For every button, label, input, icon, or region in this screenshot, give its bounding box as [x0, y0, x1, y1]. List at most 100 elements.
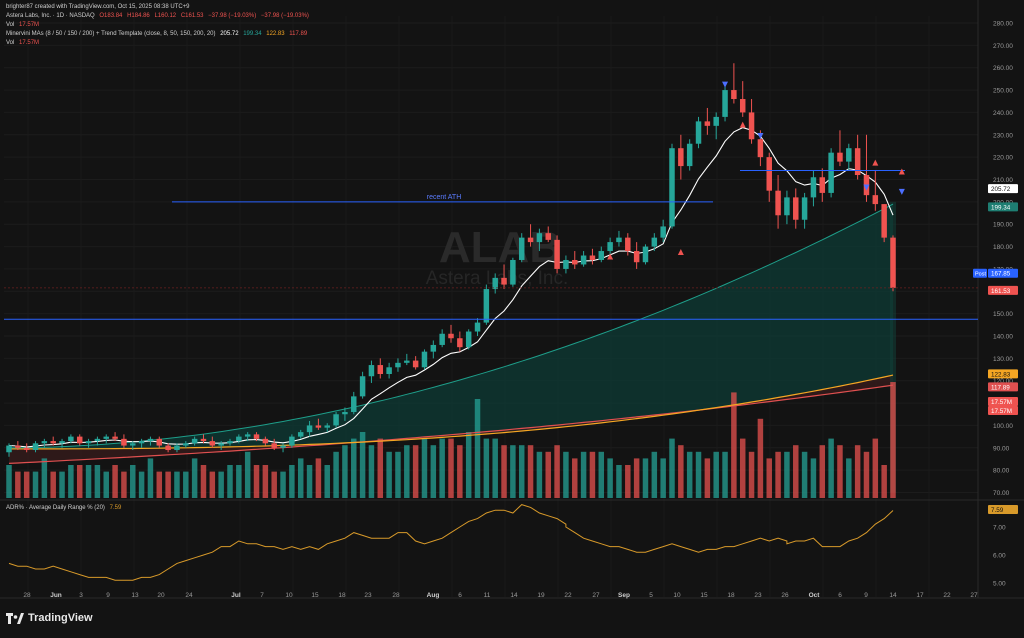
candle-body — [377, 365, 384, 375]
time-tick-label: 7 — [260, 592, 264, 599]
candle-body — [297, 432, 304, 437]
volume-bar — [474, 399, 481, 498]
candle-body — [598, 251, 605, 260]
candle-body — [492, 277, 498, 290]
volume-bar — [881, 465, 887, 498]
volume-bar — [598, 451, 605, 498]
candle-body — [6, 445, 12, 453]
ohlc-high: H184.86 — [127, 13, 150, 19]
price-tag-ma50: 199.34 — [991, 204, 1011, 211]
volume-bar — [563, 451, 569, 498]
price-tick-label: 120.00 — [993, 378, 1013, 385]
volume-line[interactable]: Vol 17.57M — [6, 21, 42, 29]
candle-body — [368, 365, 375, 377]
volume-bar — [890, 382, 896, 498]
ohlc-low: L160.12 — [154, 13, 177, 19]
volume-bar — [315, 458, 322, 498]
symbol-name[interactable]: Astera Labs, Inc. · 1D · NASDAQ — [6, 13, 95, 19]
adr-tick-label: 5.00 — [993, 581, 1006, 588]
ma-label[interactable]: Minervini MAs (8 / 50 / 150 / 200) + Tre… — [6, 31, 216, 37]
time-tick-label: 5 — [649, 592, 653, 599]
candle-body — [501, 277, 507, 285]
price-tag-post: 167.85 — [991, 271, 1011, 278]
volume-bar — [244, 451, 251, 498]
candle-body — [342, 412, 348, 415]
volume-bar — [766, 458, 772, 498]
volume-bar — [810, 458, 817, 498]
volume-bar — [23, 471, 30, 498]
candle-body — [306, 425, 313, 433]
candle-body — [474, 322, 481, 332]
arrow-down-icon — [757, 133, 764, 140]
adr-label[interactable]: ADR% · Average Daily Range % (20) — [6, 505, 105, 511]
volume-bar — [828, 438, 834, 498]
volume-bar — [386, 451, 392, 498]
candle-body — [810, 177, 817, 198]
candle-body — [890, 237, 896, 288]
candle-body — [545, 233, 551, 240]
candle-body — [50, 441, 56, 444]
candle-body — [315, 425, 322, 428]
price-tick-label: 240.00 — [993, 110, 1013, 117]
candle-body — [32, 443, 39, 451]
arrow-down-icon — [898, 188, 905, 195]
price-tick-label: 150.00 — [993, 311, 1013, 318]
volume-bar — [85, 465, 92, 498]
ma50-ma150-fill — [9, 204, 893, 449]
volume-bar — [722, 451, 728, 498]
ma50-value: 199.34 — [243, 31, 262, 37]
volume-bar — [253, 465, 260, 498]
volume-bar — [227, 465, 233, 498]
post-tag-label: Post — [975, 272, 986, 278]
time-tick-label: 27 — [970, 592, 978, 599]
candle-body — [731, 90, 737, 100]
candle-body — [130, 443, 136, 446]
candle-body — [819, 177, 826, 193]
time-tick-label: 14 — [510, 592, 518, 599]
candle-body — [271, 443, 277, 448]
candle-body — [616, 237, 622, 243]
candle-body — [351, 396, 357, 413]
volume-bar — [6, 465, 12, 498]
volume-bar — [801, 451, 808, 498]
candle-body — [448, 333, 454, 339]
time-tick-label: Aug — [427, 592, 440, 599]
candle-body — [94, 438, 101, 442]
adr-legend[interactable]: ADR% · Average Daily Range % (20) 7.59 — [6, 504, 124, 512]
ma8-line — [8, 127, 894, 448]
volume-bar — [68, 465, 74, 498]
volume-bar — [518, 445, 525, 498]
volume-bar — [492, 438, 498, 498]
volume-bar — [607, 458, 613, 498]
price-tag-ma200: 117.89 — [991, 384, 1010, 391]
volume-bar — [342, 445, 348, 498]
candle-body — [784, 197, 790, 216]
volume-bar — [404, 445, 410, 498]
time-tick-label: 23 — [754, 592, 762, 599]
volume-bar — [854, 445, 861, 498]
ma-legend-line[interactable]: Minervini MAs (8 / 50 / 150 / 200) + Tre… — [6, 30, 310, 38]
candle-body — [156, 438, 163, 446]
volume-bar — [784, 451, 790, 498]
price-tag-vol-b-bg — [988, 406, 1018, 415]
ohlc-change-2: −37.98 (−19.03%) — [260, 13, 309, 19]
adr-line — [8, 504, 894, 581]
tradingview-brand[interactable]: TradingView — [6, 612, 93, 624]
time-tick-label: 28 — [23, 592, 31, 599]
volume-bar — [430, 445, 437, 498]
volume-bar — [642, 458, 649, 498]
symbol-line[interactable]: Astera Labs, Inc. · 1D · NASDAQ O183.84 … — [6, 12, 312, 20]
vol2-label: Vol — [6, 40, 15, 46]
time-tick-label: 14 — [889, 592, 897, 599]
volume-line-2[interactable]: Vol 17.57M — [6, 39, 42, 47]
candle-body — [854, 148, 861, 176]
candle-body — [660, 226, 666, 238]
volume-bar — [625, 465, 631, 498]
candle-body — [191, 438, 198, 444]
time-tick-label: Oct — [809, 592, 821, 599]
price-tag-post-bg — [988, 268, 1018, 278]
volume-bar — [280, 471, 286, 498]
candle-body — [439, 333, 445, 345]
